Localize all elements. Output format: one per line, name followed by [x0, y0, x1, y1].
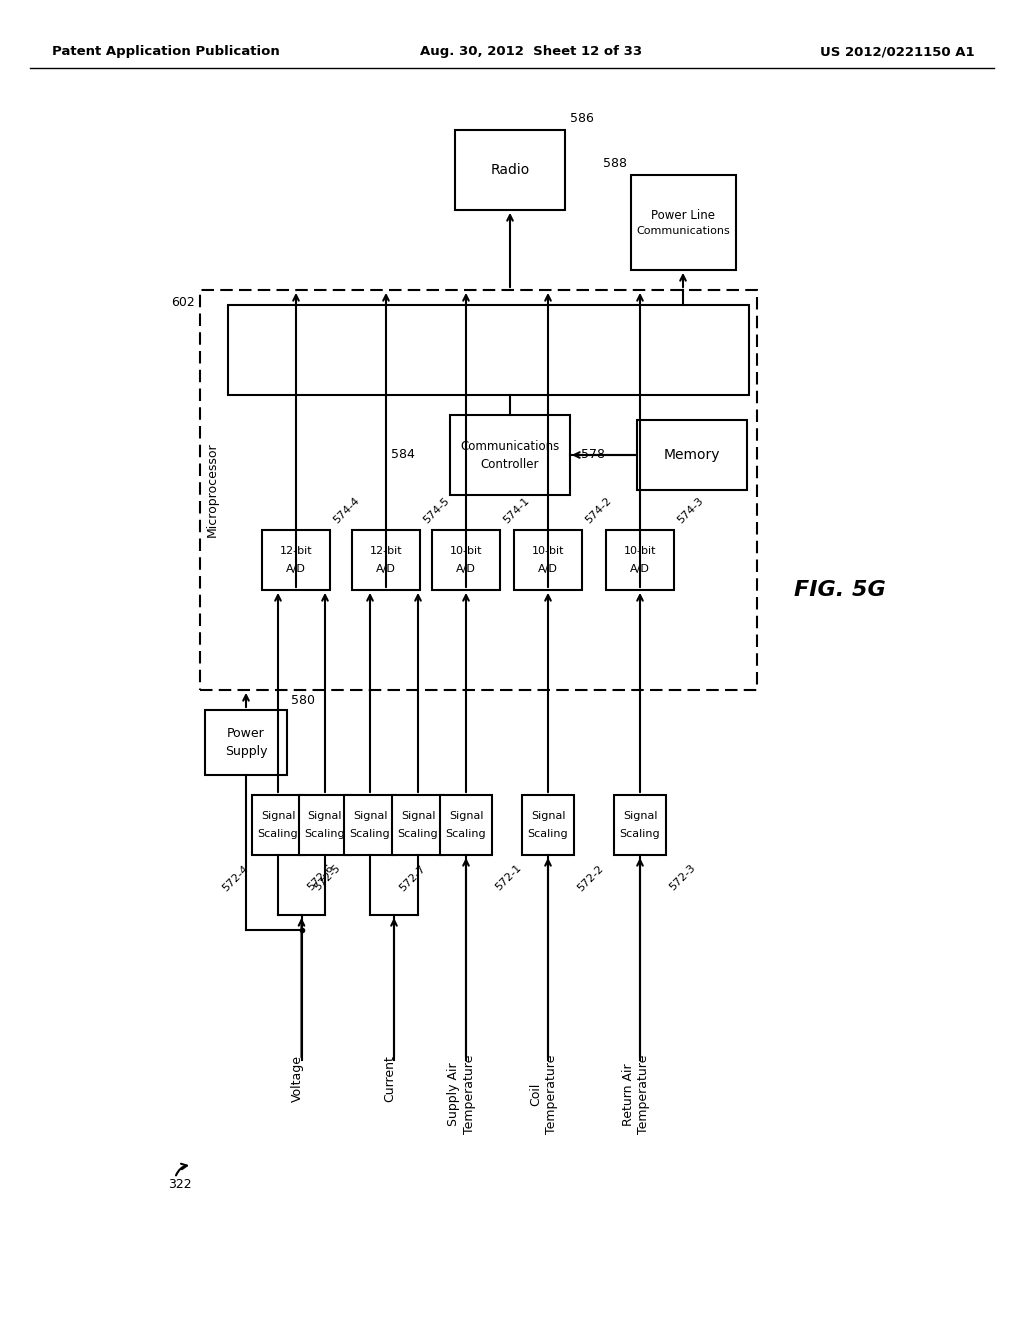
- Text: 572-1: 572-1: [494, 863, 524, 892]
- Text: 602: 602: [171, 296, 195, 309]
- Text: Aug. 30, 2012  Sheet 12 of 33: Aug. 30, 2012 Sheet 12 of 33: [420, 45, 642, 58]
- Text: Scaling: Scaling: [258, 829, 298, 840]
- Text: 572-7: 572-7: [398, 863, 428, 892]
- Text: 10-bit: 10-bit: [624, 546, 656, 556]
- Text: Scaling: Scaling: [305, 829, 345, 840]
- Text: Patent Application Publication: Patent Application Publication: [52, 45, 280, 58]
- Text: Supply Air
Temperature: Supply Air Temperature: [447, 1055, 476, 1134]
- Text: US 2012/0221150 A1: US 2012/0221150 A1: [820, 45, 975, 58]
- Text: Scaling: Scaling: [620, 829, 660, 840]
- Text: Current: Current: [384, 1055, 396, 1102]
- Bar: [252, 795, 304, 855]
- Text: Signal: Signal: [308, 810, 342, 821]
- Text: Scaling: Scaling: [349, 829, 390, 840]
- Text: Power: Power: [227, 727, 265, 741]
- Bar: [352, 531, 420, 590]
- Text: 574-2: 574-2: [584, 495, 614, 525]
- Text: 572-2: 572-2: [575, 863, 606, 892]
- Bar: [606, 531, 674, 590]
- Bar: [228, 305, 749, 395]
- Text: Signal: Signal: [623, 810, 657, 821]
- Text: 572-4: 572-4: [220, 863, 250, 892]
- Text: 588: 588: [602, 157, 627, 170]
- Bar: [200, 290, 757, 690]
- Bar: [514, 531, 582, 590]
- Text: 572-6: 572-6: [306, 863, 336, 892]
- Text: 580: 580: [291, 694, 315, 708]
- Text: Memory: Memory: [664, 447, 720, 462]
- Text: A/D: A/D: [630, 564, 650, 574]
- Text: 572-3: 572-3: [668, 863, 698, 892]
- Text: Signal: Signal: [400, 810, 435, 821]
- Text: Supply: Supply: [224, 744, 267, 758]
- Text: Scaling: Scaling: [397, 829, 438, 840]
- Text: 578: 578: [581, 449, 605, 462]
- Bar: [392, 795, 444, 855]
- Text: A/D: A/D: [376, 564, 396, 574]
- Text: 12-bit: 12-bit: [280, 546, 312, 556]
- Bar: [614, 795, 666, 855]
- Text: 12-bit: 12-bit: [370, 546, 402, 556]
- Text: Power Line: Power Line: [651, 209, 715, 222]
- Text: Controller: Controller: [480, 458, 540, 470]
- Text: 574-1: 574-1: [502, 495, 531, 525]
- Bar: [205, 710, 287, 775]
- Bar: [631, 176, 735, 271]
- Text: 574-3: 574-3: [676, 495, 706, 525]
- Bar: [450, 414, 570, 495]
- Text: Microprocessor: Microprocessor: [206, 442, 218, 537]
- Text: Coil
Temperature: Coil Temperature: [529, 1055, 558, 1134]
- Bar: [440, 795, 492, 855]
- Text: 10-bit: 10-bit: [531, 546, 564, 556]
- Text: 10-bit: 10-bit: [450, 546, 482, 556]
- Text: 572-5: 572-5: [312, 863, 342, 892]
- Text: 322: 322: [168, 1179, 191, 1192]
- Text: Signal: Signal: [261, 810, 295, 821]
- Text: 586: 586: [570, 112, 594, 125]
- Text: Scaling: Scaling: [445, 829, 486, 840]
- Bar: [637, 420, 746, 490]
- Text: Communications: Communications: [636, 226, 730, 235]
- Bar: [344, 795, 396, 855]
- Bar: [455, 129, 565, 210]
- Text: Signal: Signal: [449, 810, 483, 821]
- Text: Signal: Signal: [352, 810, 387, 821]
- Bar: [432, 531, 500, 590]
- Bar: [522, 795, 574, 855]
- Text: 574-5: 574-5: [422, 495, 452, 525]
- Text: Communications: Communications: [461, 440, 560, 453]
- Text: Radio: Radio: [490, 162, 529, 177]
- Text: Signal: Signal: [530, 810, 565, 821]
- Text: A/D: A/D: [538, 564, 558, 574]
- Bar: [299, 795, 351, 855]
- FancyArrowPatch shape: [176, 1164, 187, 1175]
- Text: 584: 584: [391, 449, 415, 462]
- Text: Return Air
Temperature: Return Air Temperature: [622, 1055, 650, 1134]
- Text: 574-4: 574-4: [332, 495, 361, 525]
- Text: FIG. 5G: FIG. 5G: [795, 579, 886, 601]
- Text: Voltage: Voltage: [291, 1055, 304, 1102]
- Bar: [262, 531, 330, 590]
- Text: A/D: A/D: [286, 564, 306, 574]
- Text: Scaling: Scaling: [527, 829, 568, 840]
- Text: A/D: A/D: [456, 564, 476, 574]
